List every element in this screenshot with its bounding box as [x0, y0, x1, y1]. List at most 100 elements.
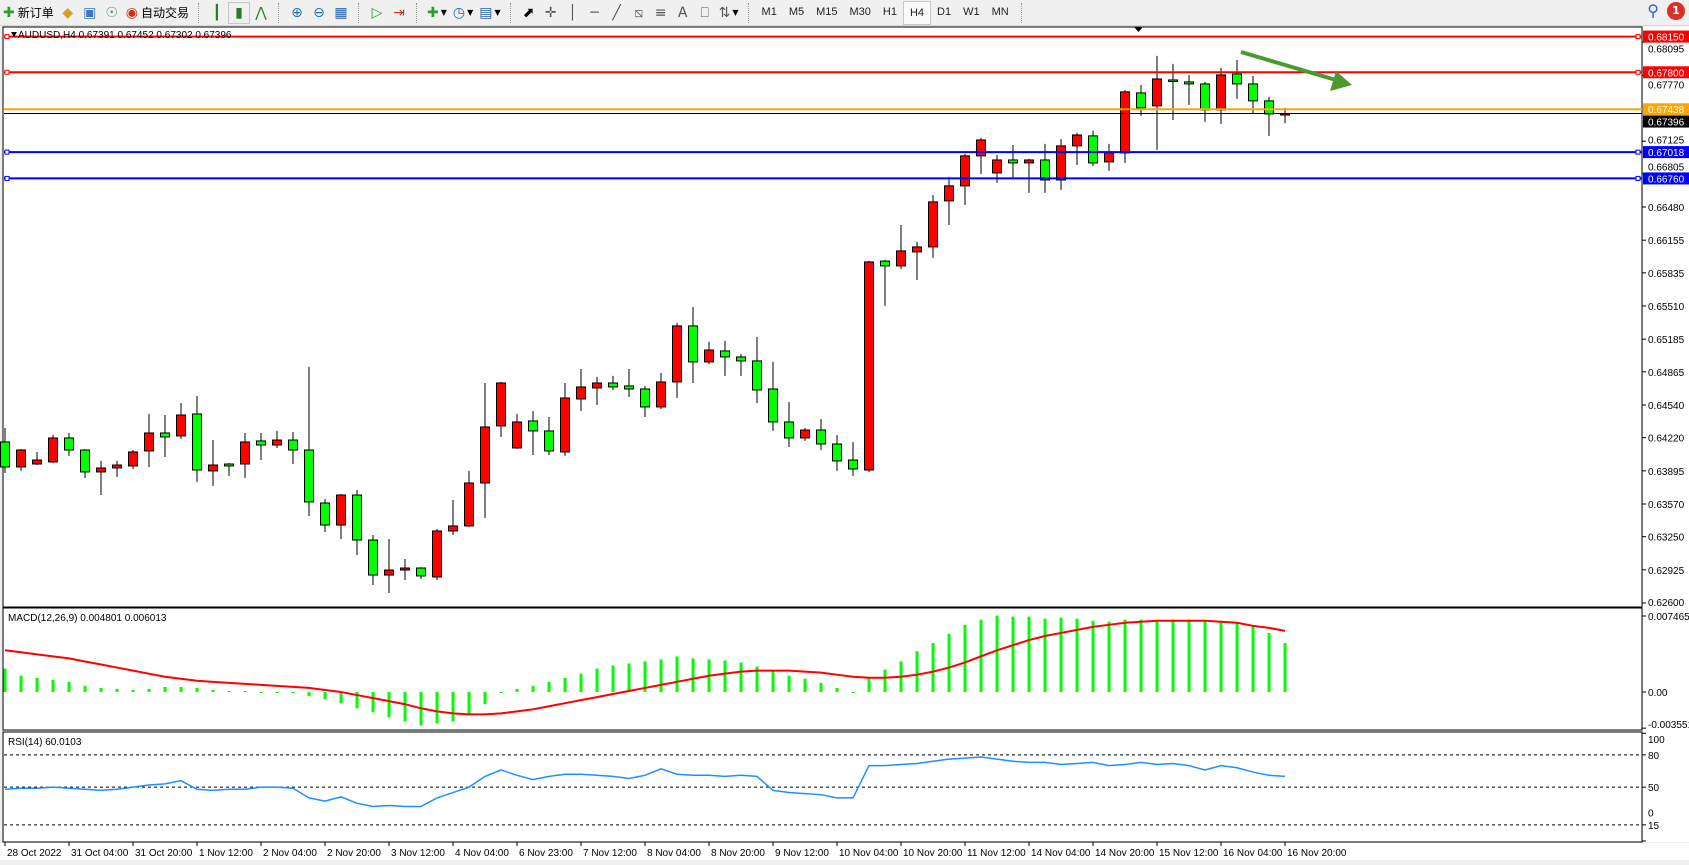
indicators-button[interactable]: ✚ ▼	[424, 2, 450, 24]
templates-button[interactable]: ▤ ▼	[476, 2, 503, 24]
macd-histogram-bar	[867, 677, 871, 692]
zoom-in-button[interactable]: ⊕	[286, 2, 308, 24]
line-handle[interactable]	[4, 149, 10, 155]
main-chart-panel[interactable]	[2, 26, 1643, 608]
zoom-out-button[interactable]: ⊖	[308, 2, 330, 24]
toolbar-separator	[197, 2, 200, 23]
text-label-icon: ⎕	[700, 4, 709, 21]
timeframe-d1[interactable]: D1	[937, 5, 952, 18]
time-axis-label: 9 Nov 12:00	[775, 848, 829, 859]
macd-histogram-bar	[275, 692, 279, 693]
fibonacci-tool[interactable]: ≡	[650, 2, 672, 24]
horizontal-line[interactable]	[4, 175, 1642, 181]
cursor-tool[interactable]: ⬈	[518, 2, 540, 24]
price-line-label: 0.67800	[1648, 68, 1685, 79]
channel-icon: ⧅	[634, 4, 644, 21]
line-handle[interactable]	[1635, 175, 1641, 181]
zoom-out-icon: ⊖	[313, 4, 325, 21]
macd-panel[interactable]	[2, 607, 1643, 731]
candle-body	[704, 349, 714, 363]
candle	[1072, 132, 1082, 165]
line-chart-button[interactable]: ⋀	[250, 2, 272, 24]
horizontal-line[interactable]	[4, 69, 1642, 75]
notification-badge[interactable]: 1	[1667, 1, 1685, 20]
line-handle[interactable]	[1635, 149, 1641, 155]
time-axis-label: 1 Nov 12:00	[199, 848, 253, 859]
candlestick-chart-button[interactable]: ▮	[227, 1, 250, 24]
macd-histogram-bar	[19, 675, 23, 692]
macd-histogram-bar	[1203, 620, 1207, 692]
candle	[512, 413, 522, 449]
crosshair-tool[interactable]: ✛	[540, 2, 562, 24]
timeframe-m30[interactable]: M30	[849, 5, 871, 18]
candle	[416, 567, 426, 580]
price-line-tag	[1643, 146, 1689, 159]
candle-body	[880, 260, 890, 267]
macd-histogram-bar	[259, 692, 263, 693]
macd-histogram-bar	[1011, 616, 1015, 692]
timeframe-mn[interactable]: MN	[991, 5, 1009, 18]
candle	[160, 415, 170, 457]
search-icon[interactable]: ⚲	[1647, 1, 1659, 20]
horizontal-line[interactable]	[4, 34, 1642, 40]
candle	[128, 450, 138, 469]
timeframe-h1[interactable]: H1	[882, 5, 897, 18]
chart-shift-marker-icon[interactable]	[1134, 27, 1143, 32]
candlestick-icon: ▮	[235, 4, 243, 21]
toolbar-separator	[415, 2, 418, 23]
candle	[496, 381, 506, 437]
time-axis[interactable]	[0, 843, 1689, 860]
candle	[272, 430, 282, 448]
bar-chart-button[interactable]: ┃	[206, 2, 228, 24]
current-price-tag	[1643, 115, 1689, 128]
timeframe-m5[interactable]: M5	[788, 5, 805, 18]
vertical-line-tool[interactable]: │	[562, 2, 584, 24]
auto-scroll-button[interactable]: ▷	[366, 2, 388, 24]
macd-histogram-bar	[355, 692, 359, 709]
chart-shift-button[interactable]: ⇥	[388, 2, 410, 24]
macd-histogram-bar	[627, 663, 631, 692]
auto-trading-button[interactable]: ◉ 自动交易	[123, 2, 192, 24]
time-axis-label: 16 Nov 20:00	[1287, 848, 1347, 859]
timeframe-m1[interactable]: M1	[761, 5, 777, 18]
arrows-tool[interactable]: ⇅ ▼	[716, 2, 742, 24]
line-handle[interactable]	[4, 34, 10, 40]
timeframe-h4[interactable]: H4	[902, 0, 932, 25]
signals-button[interactable]: ☉	[101, 2, 123, 24]
trendline-tool[interactable]: ╱	[606, 2, 628, 24]
price-tick-label: 0.65835	[1648, 269, 1685, 280]
tile-windows-button[interactable]: ▦	[330, 2, 352, 24]
candle-body	[1024, 159, 1034, 164]
text-tool[interactable]: A	[672, 2, 694, 24]
line-handle[interactable]	[4, 69, 10, 75]
horizontal-line-tool[interactable]: ─	[584, 2, 606, 24]
macd-histogram-bar	[307, 692, 311, 697]
navigator-button[interactable]: ▣	[79, 2, 101, 24]
text-label-tool[interactable]: ⎕	[694, 2, 716, 24]
symbol-menu-icon[interactable]	[11, 32, 17, 37]
line-handle[interactable]	[1635, 34, 1641, 40]
timeframe-w1[interactable]: W1	[963, 5, 980, 18]
line-handle[interactable]	[4, 175, 10, 181]
macd-histogram-bar	[531, 685, 535, 692]
line-handle[interactable]	[1635, 69, 1641, 75]
price-tick-label: 0.62600	[1648, 598, 1685, 609]
candle	[592, 376, 602, 406]
price-axis[interactable]	[1643, 27, 1689, 842]
candle-body	[48, 437, 58, 463]
trend-arrow[interactable]	[1240, 50, 1352, 91]
candle-body	[800, 429, 810, 439]
candle-body	[496, 382, 506, 427]
candle	[960, 153, 970, 205]
candle	[400, 559, 410, 581]
new-order-button[interactable]: ✚ 新订单	[0, 2, 57, 24]
candle-body	[1120, 91, 1130, 154]
equidistant-channel-tool[interactable]: ⧅	[628, 2, 650, 24]
market-watch-button[interactable]: ◆	[57, 2, 79, 24]
candle-body	[624, 385, 634, 390]
horizontal-line[interactable]	[4, 149, 1642, 155]
timeframe-m15[interactable]: M15	[816, 5, 838, 18]
periods-button[interactable]: ◷ ▼	[450, 2, 476, 24]
rsi-axis-label: 80	[1648, 751, 1660, 762]
